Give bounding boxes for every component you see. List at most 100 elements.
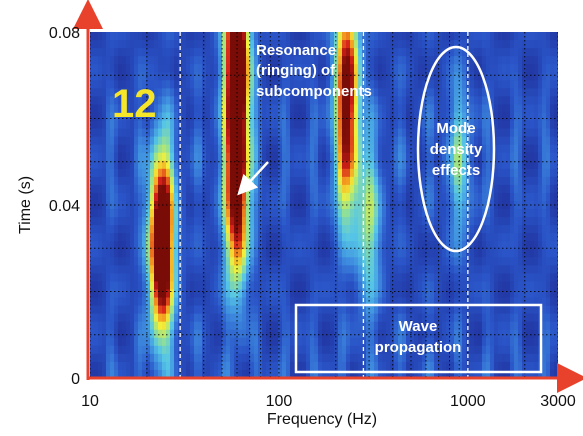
heatmap-cell	[270, 56, 275, 65]
heatmap-cell	[426, 305, 431, 315]
heatmap-cell	[350, 64, 355, 73]
heatmap-cell	[554, 88, 558, 97]
heatmap-cell	[534, 176, 539, 186]
heatmap-cell	[218, 56, 223, 65]
heatmap-cell	[278, 337, 283, 347]
heatmap-cell	[110, 72, 115, 81]
heatmap-cell	[294, 241, 299, 250]
heatmap-cell	[466, 249, 471, 258]
heatmap-cell	[258, 241, 263, 250]
heatmap-cell	[526, 56, 531, 65]
heatmap-cell	[422, 217, 427, 226]
heatmap-cell	[366, 32, 371, 41]
heatmap-cell	[206, 176, 211, 186]
heatmap-cell	[194, 192, 199, 202]
heatmap-cell	[534, 112, 539, 122]
heatmap-cell	[230, 88, 235, 97]
heatmap-cell	[330, 168, 335, 178]
heatmap-cell	[378, 225, 383, 234]
heatmap-cell	[262, 249, 267, 258]
heatmap-cell	[146, 32, 151, 41]
heatmap-cell	[354, 96, 359, 106]
heatmap-cell	[262, 144, 267, 154]
heatmap-cell	[210, 160, 215, 170]
heatmap-cell	[278, 329, 283, 339]
heatmap-cell	[518, 329, 523, 339]
heatmap-cell	[358, 192, 363, 202]
heatmap-cell	[502, 144, 507, 154]
heatmap-cell	[526, 297, 531, 307]
heatmap-cell	[222, 369, 227, 378]
heatmap-cell	[382, 168, 387, 178]
heatmap-cell	[514, 80, 519, 89]
heatmap-cell	[226, 369, 231, 378]
heatmap-cell	[494, 281, 499, 291]
heatmap-cell	[338, 104, 343, 114]
heatmap-cell	[382, 48, 387, 57]
heatmap-cell	[374, 345, 379, 355]
heatmap-cell	[462, 241, 467, 250]
heatmap-cell	[546, 40, 551, 49]
heatmap-cell	[150, 96, 155, 106]
heatmap-cell	[450, 32, 455, 41]
heatmap-cell	[526, 225, 531, 234]
heatmap-cell	[314, 361, 319, 371]
heatmap-cell	[430, 40, 435, 49]
heatmap-cell	[206, 321, 211, 331]
heatmap-cell	[174, 152, 179, 162]
heatmap-cell	[170, 265, 175, 274]
heatmap-cell	[350, 136, 355, 146]
heatmap-cell	[262, 297, 267, 307]
heatmap-cell	[194, 257, 199, 266]
heatmap-cell	[218, 152, 223, 162]
heatmap-cell	[534, 249, 539, 258]
heatmap-cell	[498, 289, 503, 299]
heatmap-cell	[150, 112, 155, 122]
heatmap-cell	[198, 80, 203, 89]
heatmap-cell	[110, 305, 115, 315]
heatmap-cell	[542, 225, 547, 234]
heatmap-cell	[526, 96, 531, 106]
heatmap-cell	[226, 96, 231, 106]
heatmap-cell	[278, 353, 283, 363]
heatmap-cell	[498, 225, 503, 234]
heatmap-cell	[322, 305, 327, 315]
heatmap-cell	[514, 369, 519, 378]
heatmap-cell	[130, 289, 135, 299]
heatmap-cell	[378, 136, 383, 146]
heatmap-cell	[266, 40, 271, 49]
heatmap-cell	[470, 345, 475, 355]
heatmap-cell	[198, 96, 203, 106]
heatmap-cell	[318, 265, 323, 274]
heatmap-cell	[290, 136, 295, 146]
heatmap-cell	[190, 369, 195, 378]
heatmap-cell	[174, 345, 179, 355]
heatmap-cell	[166, 56, 171, 65]
heatmap-cell	[166, 112, 171, 122]
heatmap-cell	[390, 361, 395, 371]
heatmap-cell	[202, 120, 207, 130]
heatmap-cell	[330, 56, 335, 65]
heatmap-cell	[170, 56, 175, 65]
heatmap-cell	[234, 152, 239, 162]
heatmap-cell	[406, 225, 411, 234]
heatmap-cell	[486, 184, 491, 194]
heatmap-cell	[410, 192, 415, 202]
heatmap-cell	[494, 369, 499, 378]
heatmap-cell	[534, 305, 539, 315]
heatmap-cell	[294, 209, 299, 218]
heatmap-cell	[230, 136, 235, 146]
heatmap-cell	[502, 297, 507, 307]
heatmap-cell	[438, 265, 443, 274]
heatmap-cell	[550, 40, 555, 49]
heatmap-cell	[218, 225, 223, 234]
heatmap-cell	[298, 112, 303, 122]
heatmap-cell	[350, 337, 355, 347]
heatmap-cell	[318, 192, 323, 202]
heatmap-cell	[278, 297, 283, 307]
heatmap-cell	[202, 112, 207, 122]
heatmap-cell	[490, 225, 495, 234]
heatmap-cell	[482, 120, 487, 130]
heatmap-cell	[278, 56, 283, 65]
heatmap-cell	[138, 313, 143, 323]
